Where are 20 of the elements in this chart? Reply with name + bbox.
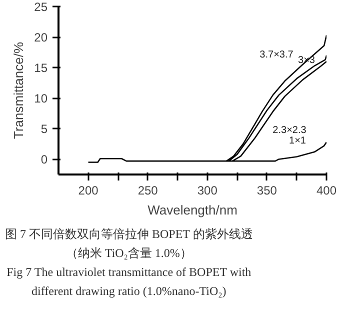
y-tick-label: 5 [40,122,48,136]
x-tick-label: 250 [138,184,158,198]
text: different drawing ratio (1.0%nano-TiO₂) [30,283,228,300]
x-axis-title: Wavelength/nm [148,202,238,218]
x-tick-label: 350 [256,184,278,198]
series-label: 1×1 [289,136,306,147]
y-tick-label: 25 [34,0,48,14]
series-label: 2.3×2.3 [272,124,307,136]
x-tick-label: 300 [197,184,218,198]
caption: Fig 7 The ultraviolet transmittance of BOPET with [6,264,252,281]
x-tick-label: 200 [78,184,99,198]
y-tick-label: 20 [34,30,48,45]
y-tick-label: 10 [34,92,48,106]
y-tick-label: 15 [34,61,48,76]
caption: 图 7 不同倍数双向等倍拉伸 BOPET 的紫外线透 [5,226,253,243]
y-axis-title: Transmittance/% [11,42,26,140]
text: （纳米 TiO₂含量 1.0%） [64,245,193,262]
series-label: 3.7×3.7 [260,50,294,61]
y-tick-label: 0 [40,152,48,167]
x-tick-label: 400 [316,184,337,198]
